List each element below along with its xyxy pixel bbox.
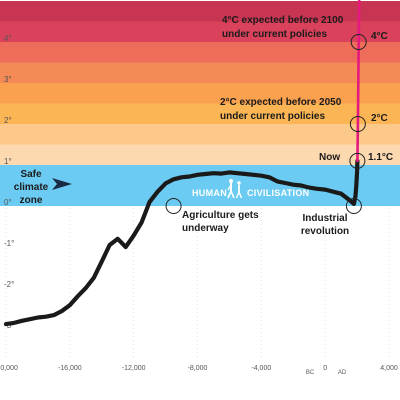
agriculture-note-line1: Agriculture gets <box>182 210 259 221</box>
x-tick-2: -12,000 <box>122 365 146 372</box>
band-1 <box>0 21 400 42</box>
marker-circle-3 <box>349 116 366 132</box>
human-label: HUMAN <box>192 188 227 198</box>
safe-zone-line2: climate <box>14 182 49 193</box>
industrial-note-line1: Industrial <box>302 213 347 224</box>
x-tick-1: -16,000 <box>58 365 82 372</box>
band-6 <box>0 124 400 145</box>
civilisation-label: CIVILISATION <box>247 188 309 198</box>
y-tick-0: 4° <box>4 34 12 43</box>
series-line-1 <box>356 0 361 163</box>
four-degree-value: 4°C <box>371 31 388 42</box>
x-tick-5: 0 <box>323 365 327 372</box>
marker-circle-0 <box>165 198 182 214</box>
y-tick-5: -1° <box>4 239 14 248</box>
band-3 <box>0 62 400 83</box>
band-4 <box>0 83 400 104</box>
band-2 <box>0 42 400 63</box>
industrial-note-line2: revolution <box>301 226 349 237</box>
marker-circle-1 <box>345 198 362 214</box>
band-0 <box>0 1 400 22</box>
era-label-ad: AD <box>338 370 347 376</box>
x-tick-labels: -20,000 -16,000 -12,000 -8,000 -4,000 0 4,000 <box>0 365 398 372</box>
y-tick-3: 1° <box>4 157 12 166</box>
y-tick-2: 2° <box>4 116 12 125</box>
x-tick-4: -4,000 <box>251 365 271 372</box>
band-5 <box>0 103 400 124</box>
four-degree-note-line2: under current policies <box>222 29 327 40</box>
x-tick-3: -8,000 <box>188 365 208 372</box>
y-tick-4: 0° <box>4 198 12 207</box>
x-tick-6: 4,000 <box>380 365 398 372</box>
x-gridlines <box>5 208 390 360</box>
y-tick-1: 3° <box>4 75 12 84</box>
temperature-series <box>3 0 361 327</box>
four-degree-note-line1: 4°C expected before 2100 <box>222 15 344 26</box>
walking-people-icon <box>227 179 243 199</box>
series-line-0 <box>3 158 360 327</box>
now-label: Now <box>319 152 340 163</box>
safe-zone-line3: zone <box>20 195 43 206</box>
two-degree-note-line2: under current policies <box>220 111 325 122</box>
two-degree-note-line1: 2°C expected before 2050 <box>220 97 342 108</box>
marker-circle-2 <box>349 152 366 169</box>
event-markers <box>165 34 367 214</box>
era-label-bc: BC <box>306 370 315 376</box>
agriculture-note-line2: underway <box>182 223 229 234</box>
safe-zone-line1: Safe <box>20 169 42 180</box>
now-value: 1.1°C <box>368 152 393 163</box>
y-tick-6: -2° <box>4 280 14 289</box>
arrow-right-icon <box>52 178 72 190</box>
x-tick-0: -20,000 <box>0 365 18 372</box>
marker-circle-4 <box>350 34 367 50</box>
two-degree-value: 2°C <box>371 113 388 124</box>
band-7 <box>0 144 400 165</box>
